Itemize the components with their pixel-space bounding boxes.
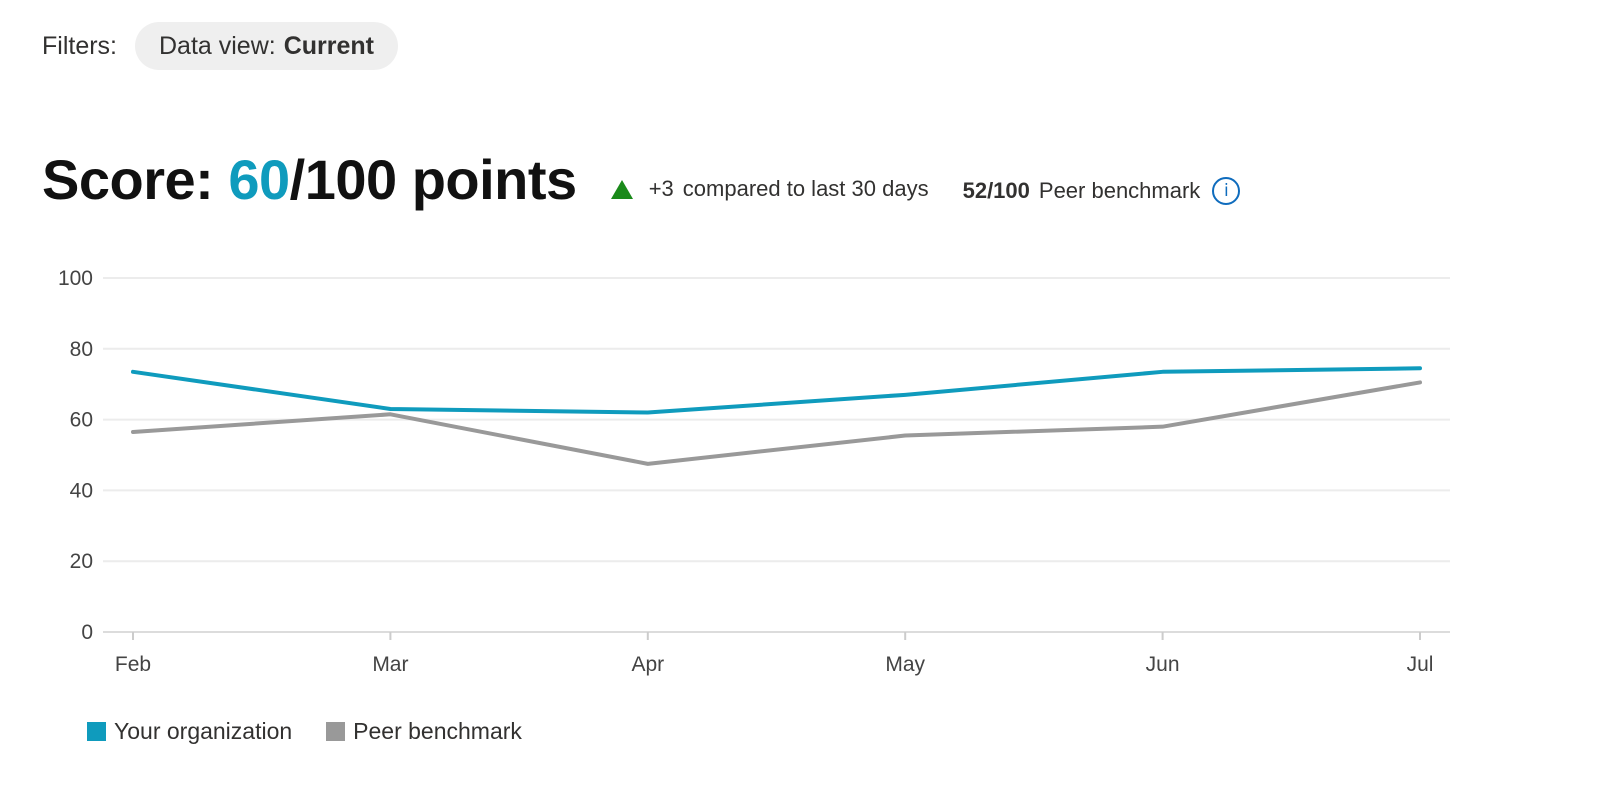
x-tick-label-jun: Jun xyxy=(1146,653,1180,676)
legend-item-your-organization[interactable]: Your organization xyxy=(87,718,292,745)
y-tick-label-40: 40 xyxy=(70,479,93,502)
score-value: 60 xyxy=(228,148,290,211)
benchmark-label: Peer benchmark xyxy=(1038,178,1201,203)
series-line-your-organization xyxy=(131,366,1422,415)
score-suffix: /100 points xyxy=(289,148,578,211)
x-tick-label-may: May xyxy=(885,653,925,676)
y-tick-label-80: 80 xyxy=(70,338,93,361)
score-trend-chart: 0 20 40 60 80 100 Feb Mar Apr May Jun Jul xyxy=(58,267,1450,676)
legend-label-peer-benchmark: Peer benchmark xyxy=(353,718,522,744)
score-header: Score: 60/100 points +3 compared to last… xyxy=(42,140,1241,212)
legend-item-peer-benchmark[interactable]: Peer benchmark xyxy=(326,718,522,745)
data-view-filter-pill[interactable]: Data view: Current xyxy=(135,22,399,70)
triangle-up-icon xyxy=(610,179,633,199)
legend-swatch-peer-benchmark xyxy=(326,722,346,741)
legend-swatch-your-organization xyxy=(87,722,106,741)
x-tick-label-apr: Apr xyxy=(631,653,664,676)
score-title: Score: 60/100 points xyxy=(42,148,577,212)
filters-label: Filters: xyxy=(42,31,117,60)
info-icon[interactable]: i xyxy=(1212,177,1241,205)
legend-label-your-organization: Your organization xyxy=(114,718,293,744)
chart-legend: Your organization Peer benchmark xyxy=(87,718,556,745)
data-view-filter-key: Data view: xyxy=(159,31,276,60)
score-trend: +3 compared to last 30 days xyxy=(610,176,929,212)
score-prefix: Score: xyxy=(42,148,229,211)
y-tick-label-0: 0 xyxy=(81,621,93,644)
y-tick-label-100: 100 xyxy=(58,267,93,290)
peer-benchmark-summary: 52/100 Peer benchmark i xyxy=(963,177,1241,212)
data-view-filter-value: Current xyxy=(283,31,375,60)
trend-delta: +3 xyxy=(648,176,674,201)
trend-text: compared to last 30 days xyxy=(682,176,929,201)
series-line-peer-benchmark xyxy=(131,380,1422,466)
x-tick-label-feb: Feb xyxy=(115,653,151,676)
benchmark-value: 52/100 xyxy=(962,178,1030,203)
filters-bar: Filters: Data view: Current xyxy=(42,22,399,70)
x-tick-label-mar: Mar xyxy=(372,653,408,676)
y-tick-label-20: 20 xyxy=(70,550,93,573)
y-tick-label-60: 60 xyxy=(70,409,93,432)
x-tick-label-jul: Jul xyxy=(1407,653,1434,676)
